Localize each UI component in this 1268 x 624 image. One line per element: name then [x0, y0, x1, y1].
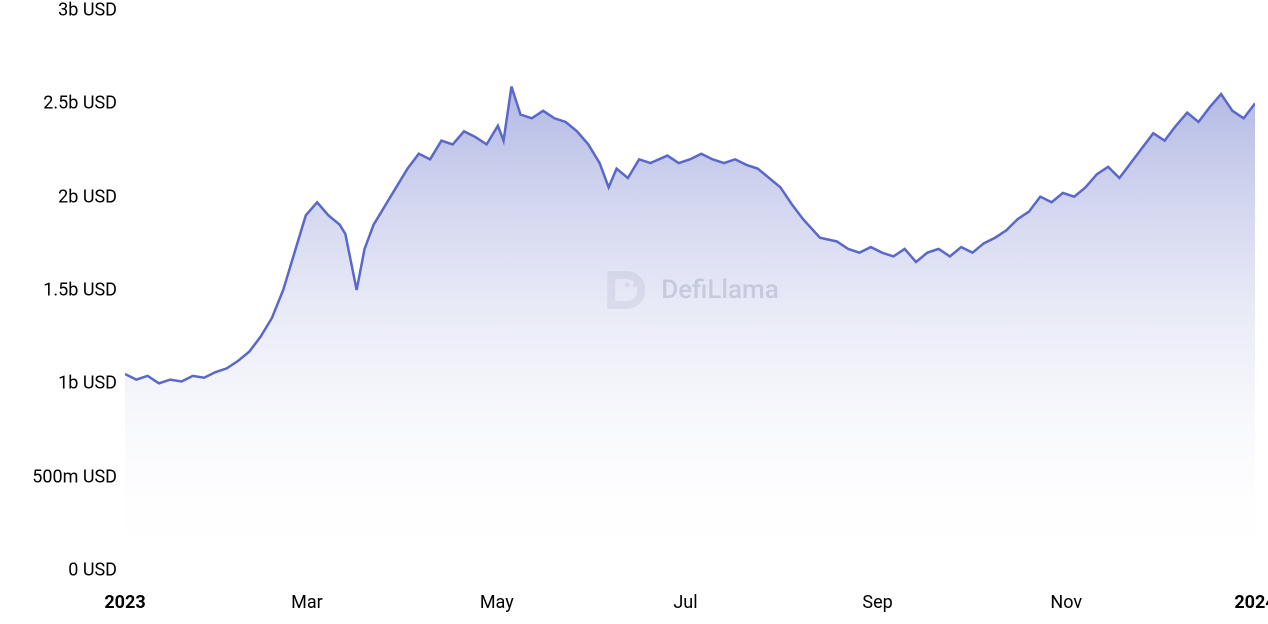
- y-tick-label: 2b USD: [58, 186, 117, 207]
- x-tick-label: Sep: [862, 592, 892, 613]
- x-tick-label: May: [480, 592, 514, 613]
- y-tick-label: 1b USD: [58, 373, 117, 394]
- x-axis: 2023MarMayJulSepNov2024: [125, 584, 1255, 624]
- y-tick-label: 2.5b USD: [43, 93, 117, 114]
- x-tick-label: Jul: [673, 592, 697, 613]
- area-chart-svg: [125, 10, 1255, 570]
- y-tick-label: 500m USD: [32, 466, 117, 487]
- x-tick-label: 2023: [104, 592, 145, 613]
- chart-container: 0 USD 500m USD 1b USD 1.5b USD 2b USD 2.5b US…: [0, 0, 1268, 624]
- x-tick-label: 2024: [1234, 592, 1268, 613]
- plot-area: DefiLlama: [125, 10, 1255, 570]
- y-axis: 0 USD500m USD1b USD1.5b USD2b USD2.5b US…: [0, 0, 125, 570]
- y-tick-label: 0 USD: [68, 560, 117, 581]
- x-tick-label: Nov: [1050, 592, 1082, 613]
- y-tick-label: 1.5b USD: [43, 280, 117, 301]
- x-tick-label: Mar: [291, 592, 323, 613]
- y-tick-label: 3b USD: [58, 0, 117, 21]
